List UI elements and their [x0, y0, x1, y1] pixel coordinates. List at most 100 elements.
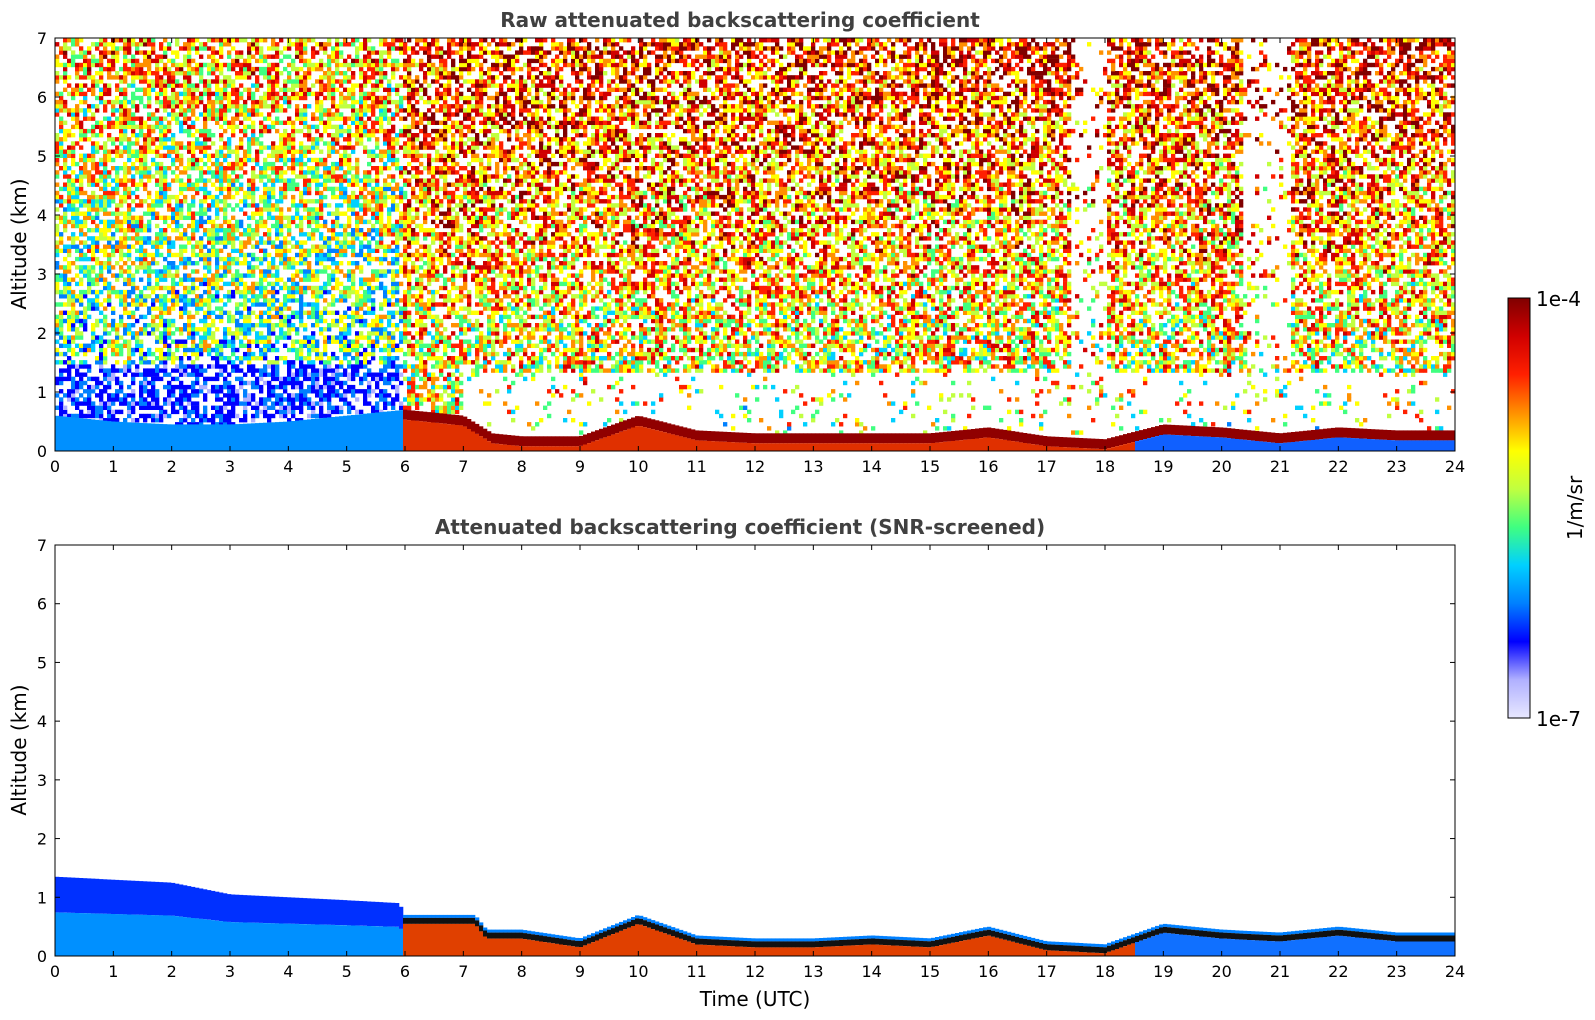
heatmap-cell	[79, 294, 83, 298]
heatmap-cell	[83, 397, 87, 401]
heatmap-cell	[75, 236, 79, 240]
heatmap-cell	[207, 195, 211, 199]
heatmap-cell	[119, 112, 123, 116]
heatmap-cell	[55, 315, 59, 319]
heatmap-cell	[55, 158, 59, 162]
heatmap-cell	[75, 141, 79, 145]
heatmap-cell	[139, 63, 143, 67]
heatmap-cell	[115, 125, 119, 129]
heatmap-cell	[91, 83, 95, 87]
heatmap-cell	[91, 331, 95, 335]
heatmap-cell	[203, 108, 207, 112]
heatmap-cell	[75, 63, 79, 67]
heatmap-cell	[75, 352, 79, 356]
heatmap-cell	[71, 335, 75, 339]
heatmap-cell	[119, 108, 123, 112]
heatmap-cell	[195, 344, 199, 348]
heatmap-cell	[131, 381, 135, 385]
heatmap-cell	[71, 141, 75, 145]
heatmap-cell	[167, 104, 171, 108]
heatmap-cell	[135, 257, 139, 261]
heatmap-cell	[127, 311, 131, 315]
heatmap-cell	[187, 96, 191, 100]
heatmap-cell	[203, 121, 207, 125]
heatmap-cell	[155, 397, 159, 401]
heatmap-cell	[83, 311, 87, 315]
heatmap-cell	[163, 108, 167, 112]
heatmap-cell	[147, 195, 151, 199]
heatmap-cell	[147, 174, 151, 178]
heatmap-cell	[119, 302, 123, 306]
heatmap-cell	[67, 83, 71, 87]
heatmap-cell	[79, 249, 83, 253]
heatmap-cell	[87, 59, 91, 63]
heatmap-cell	[111, 249, 115, 253]
heatmap-cell	[183, 364, 187, 368]
heatmap-cell	[91, 191, 95, 195]
heatmap-cell	[179, 278, 183, 282]
heatmap-cell	[71, 133, 75, 137]
heatmap-cell	[63, 212, 67, 216]
heatmap-cell	[167, 154, 171, 158]
heatmap-cell	[99, 348, 103, 352]
heatmap-cell	[135, 344, 139, 348]
heatmap-cell	[143, 125, 147, 129]
heatmap-cell	[79, 100, 83, 104]
heatmap-cell	[75, 397, 79, 401]
heatmap-cell	[191, 83, 195, 87]
heatmap-cell	[123, 220, 127, 224]
heatmap-cell	[159, 92, 163, 96]
heatmap-cell	[123, 364, 127, 368]
heatmap-cell	[143, 42, 147, 46]
heatmap-cell	[87, 368, 91, 372]
heatmap-cell	[79, 414, 83, 418]
heatmap-cell	[79, 170, 83, 174]
heatmap-cell	[163, 257, 167, 261]
heatmap-cell	[191, 220, 195, 224]
heatmap-cell	[127, 315, 131, 319]
heatmap-cell	[67, 327, 71, 331]
heatmap-cell	[175, 397, 179, 401]
heatmap-cell	[59, 319, 63, 323]
heatmap-cell	[131, 207, 135, 211]
heatmap-cell	[95, 207, 99, 211]
heatmap-cell	[67, 344, 71, 348]
heatmap-cell	[71, 323, 75, 327]
heatmap-cell	[163, 327, 167, 331]
heatmap-cell	[175, 199, 179, 203]
heatmap-cell	[199, 306, 203, 310]
heatmap-cell	[75, 83, 79, 87]
heatmap-cell	[179, 373, 183, 377]
heatmap-cell	[199, 335, 203, 339]
heatmap-cell	[99, 207, 103, 211]
heatmap-cell	[79, 381, 83, 385]
heatmap-cell	[135, 117, 139, 121]
heatmap-cell	[187, 212, 191, 216]
heatmap-cell	[147, 170, 151, 174]
heatmap-cell	[155, 418, 159, 422]
heatmap-cell	[199, 348, 203, 352]
heatmap-cell	[111, 327, 115, 331]
heatmap-cell	[59, 216, 63, 220]
heatmap-cell	[79, 364, 83, 368]
heatmap-cell	[207, 302, 211, 306]
heatmap-cell	[207, 92, 211, 96]
heatmap-cell	[75, 401, 79, 405]
heatmap-cell	[155, 315, 159, 319]
heatmap-cell	[211, 154, 215, 158]
heatmap-cell	[187, 348, 191, 352]
heatmap-cell	[163, 216, 167, 220]
heatmap-cell	[71, 88, 75, 92]
heatmap-cell	[55, 104, 59, 108]
heatmap-cell	[87, 216, 91, 220]
heatmap-cell	[207, 327, 211, 331]
heatmap-cell	[163, 364, 167, 368]
heatmap-cell	[103, 348, 107, 352]
heatmap-cell	[147, 224, 151, 228]
heatmap-cell	[163, 240, 167, 244]
heatmap-cell	[195, 393, 199, 397]
heatmap-cell	[163, 83, 167, 87]
heatmap-cell	[135, 236, 139, 240]
heatmap-cell	[63, 207, 67, 211]
heatmap-cell	[191, 393, 195, 397]
